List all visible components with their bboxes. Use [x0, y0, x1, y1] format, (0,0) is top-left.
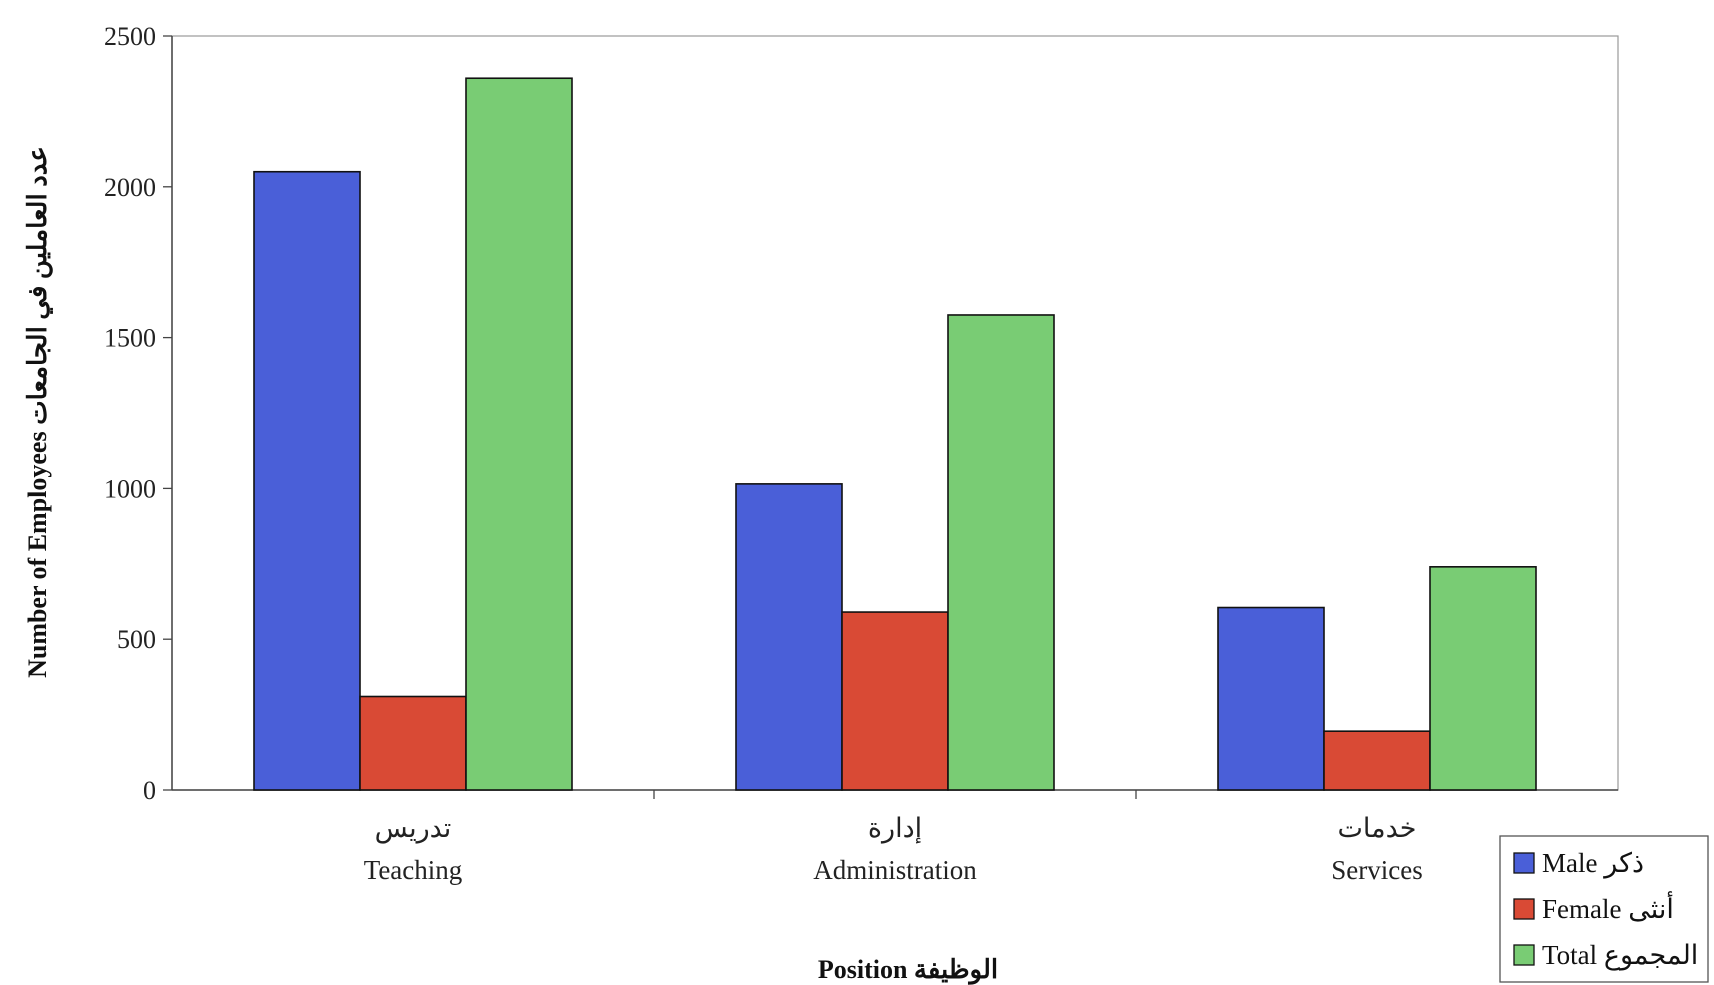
x-axis-category-labels: تدريس Teaching إدارة Administration خدمات Ser…	[364, 790, 1423, 885]
y-tick-label: 2500	[104, 22, 156, 51]
bar-total-2	[1429, 566, 1537, 791]
bar-female-2	[1323, 730, 1431, 791]
y-axis-title: Number of Employees عدد العاملين في الجا…	[23, 146, 53, 678]
category-label-en: Administration	[813, 855, 977, 885]
legend-swatch	[1513, 852, 1535, 874]
bar-male-0	[253, 170, 361, 791]
legend-label: Male ذكر	[1542, 848, 1644, 879]
bars-group	[253, 77, 1537, 791]
legend-label: Female أنثى	[1542, 891, 1674, 924]
y-tick-label: 0	[143, 776, 156, 805]
legend-swatch	[1513, 898, 1535, 920]
legend: Male ذكر Female أنثى Total المجموع	[1499, 835, 1709, 983]
y-tick-label: 2000	[104, 173, 156, 202]
category-label-ar: خدمات	[1338, 813, 1417, 843]
y-tick-label: 1500	[104, 324, 156, 353]
bar-male-1	[735, 483, 843, 791]
legend-box	[1499, 835, 1709, 983]
y-tick-label: 1000	[104, 474, 156, 503]
bar-female-0	[359, 695, 467, 791]
bar-total-1	[947, 314, 1055, 791]
legend-swatch	[1513, 944, 1535, 966]
category-label-ar: إدارة	[868, 813, 922, 844]
legend-label: Total المجموع	[1542, 940, 1698, 971]
y-axis-ticks: 0 500 1000 1500 2000 2500	[104, 22, 172, 805]
category-label-en: Services	[1331, 855, 1422, 885]
bar-total-0	[465, 77, 573, 791]
y-tick-label: 500	[117, 625, 156, 654]
bar-female-1	[841, 611, 949, 791]
bar-male-2	[1217, 606, 1325, 791]
category-label-en: Teaching	[364, 855, 463, 885]
x-axis-title: Position الوظيفة	[818, 955, 998, 985]
category-label-ar: تدريس	[375, 813, 452, 844]
